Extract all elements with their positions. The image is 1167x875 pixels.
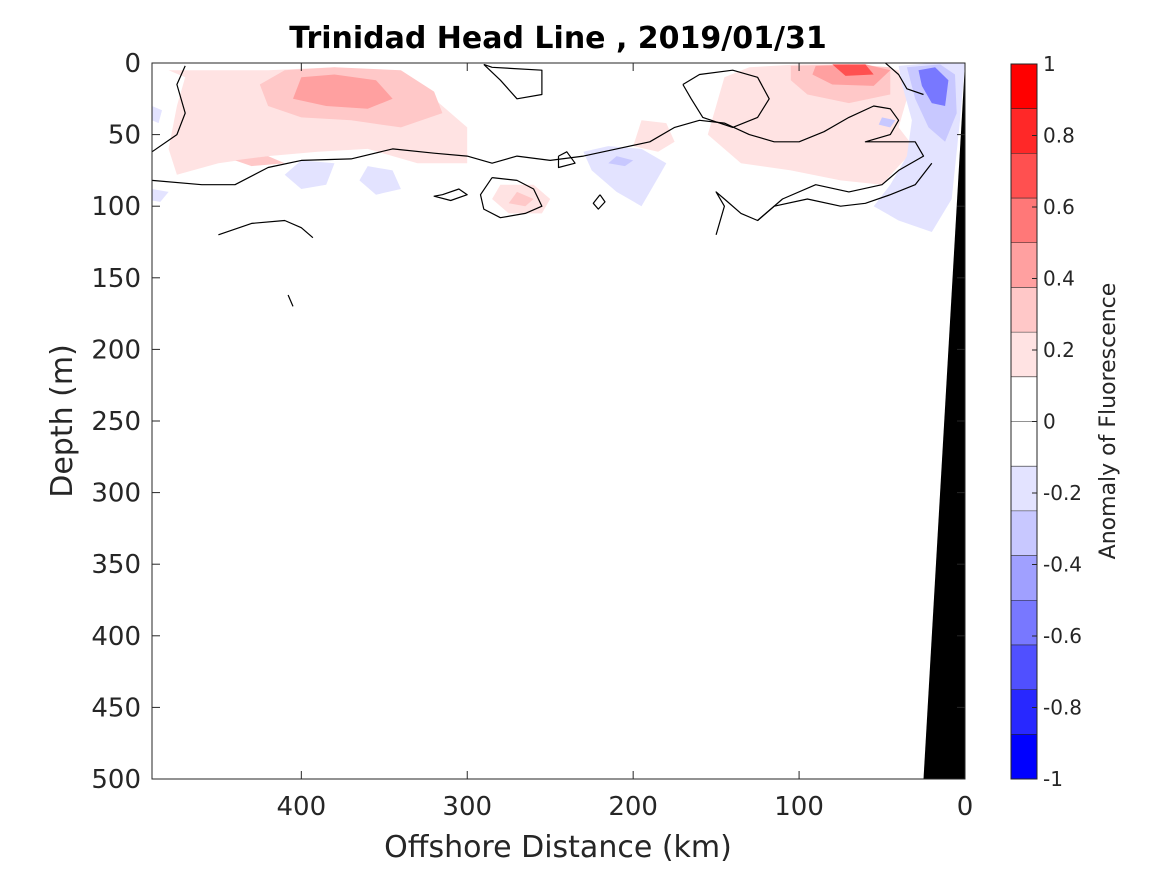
x-tick-label-300: 300 <box>442 792 492 822</box>
colorbar-tick-label: -0.4 <box>1043 553 1082 577</box>
y-tick-label-150: 150 <box>91 264 141 294</box>
y-tick-label-200: 200 <box>91 335 141 365</box>
colorbar-swatch-4 <box>1011 242 1037 288</box>
contour-line-9 <box>483 63 543 100</box>
x-tick-label-400: 400 <box>277 792 327 822</box>
x-axis-label: Offshore Distance (km) <box>384 830 732 865</box>
colorbar-swatch-1 <box>1011 108 1037 154</box>
y-axis-label: Depth (m) <box>45 344 80 498</box>
anomaly-patch-17 <box>284 160 335 189</box>
colorbar-swatch-0 <box>1011 64 1037 110</box>
anomaly-patches <box>152 63 965 232</box>
contour-line-7 <box>433 188 468 202</box>
plot-background <box>152 63 965 779</box>
colorbar-swatch-8 <box>1011 421 1037 467</box>
contour-line-0 <box>152 65 186 153</box>
y-tick-label-400: 400 <box>91 622 141 652</box>
y-tick-label-50: 50 <box>108 121 141 151</box>
anomaly-patch-7 <box>832 64 874 76</box>
colorbar-tick-label: -0.2 <box>1043 481 1082 505</box>
colorbar-swatch-3 <box>1011 198 1037 244</box>
chart-title: Trinidad Head Line , 2019/01/31 <box>289 21 826 56</box>
seafloor <box>923 63 965 779</box>
y-tick-label-350: 350 <box>91 550 141 580</box>
contour-line-10 <box>682 69 770 129</box>
colorbar-tick-label: 1 <box>1043 52 1056 76</box>
contour-line-11 <box>885 63 924 96</box>
colorbar-tick-label: 0.4 <box>1043 267 1075 291</box>
anomaly-patch-14 <box>878 117 896 128</box>
colorbar-tick-label: 0.6 <box>1043 195 1075 219</box>
anomaly-patch-13 <box>918 67 949 106</box>
anomaly-patch-2 <box>293 74 393 109</box>
colorbar-swatch-15 <box>1011 734 1037 780</box>
colorbar-swatch-13 <box>1011 644 1037 691</box>
colorbar-tick-label: 0.2 <box>1043 338 1075 362</box>
colorbar-swatch-10 <box>1011 510 1037 557</box>
contour-line-5 <box>557 151 576 169</box>
contour-line-1 <box>152 105 925 235</box>
contour-line-6 <box>479 177 543 219</box>
x-tick-label-100: 100 <box>774 792 824 822</box>
x-axis: 400 300 200 100 0 <box>277 63 974 822</box>
contour-line-2 <box>757 162 933 221</box>
contour-line-4 <box>287 294 294 307</box>
x-tick-label-0: 0 <box>957 792 974 822</box>
colorbar-swatch-7 <box>1011 376 1037 422</box>
colorbar-swatch-2 <box>1011 153 1037 199</box>
anomaly-patch-16 <box>608 156 634 167</box>
y-tick-label-500: 500 <box>91 765 141 795</box>
colorbar-tick-label: -1 <box>1043 767 1063 791</box>
anomaly-patch-20 <box>152 106 162 124</box>
y-tick-label-300: 300 <box>91 479 141 509</box>
colorbar-tick-label: 0.8 <box>1043 124 1075 148</box>
colorbar-swatch-9 <box>1011 466 1037 512</box>
y-tick-label-100: 100 <box>91 192 141 222</box>
colorbar-label: Anomaly of Fluorescence <box>1096 283 1121 560</box>
contour-line-8 <box>592 194 606 210</box>
colorbar-swatch-6 <box>1011 332 1037 378</box>
contour-line-3 <box>218 219 314 239</box>
colorbar-swatch-12 <box>1011 600 1037 646</box>
y-tick-label-450: 450 <box>91 693 141 723</box>
colorbar-swatch-5 <box>1011 287 1037 333</box>
colorbar-tick-label: -0.8 <box>1043 696 1082 720</box>
anomaly-patch-10 <box>508 191 534 207</box>
contour-lines <box>152 63 933 307</box>
y-tick-label-250: 250 <box>91 407 141 437</box>
colorbar: 1 0.8 0.6 0.4 0.2 0 -0.2 -0.4 -0.6 -0.8 -1 <box>1010 52 1082 791</box>
anomaly-patch-15 <box>583 146 667 207</box>
anomaly-patch-3 <box>235 156 285 167</box>
colorbar-tick-label: -0.6 <box>1043 624 1082 648</box>
colorbar-tick-label: 0 <box>1043 410 1056 434</box>
anomaly-patch-19 <box>152 189 169 202</box>
colorbar-swatch-11 <box>1011 555 1037 601</box>
anomaly-patch-8 <box>633 120 675 152</box>
y-tick-label-0: 0 <box>124 49 141 79</box>
y-axis: 0 50 100 150 200 250 300 350 400 450 500 <box>91 49 965 795</box>
colorbar-swatch-14 <box>1011 689 1037 735</box>
x-tick-label-200: 200 <box>608 792 658 822</box>
anomaly-patch-18 <box>359 166 401 195</box>
